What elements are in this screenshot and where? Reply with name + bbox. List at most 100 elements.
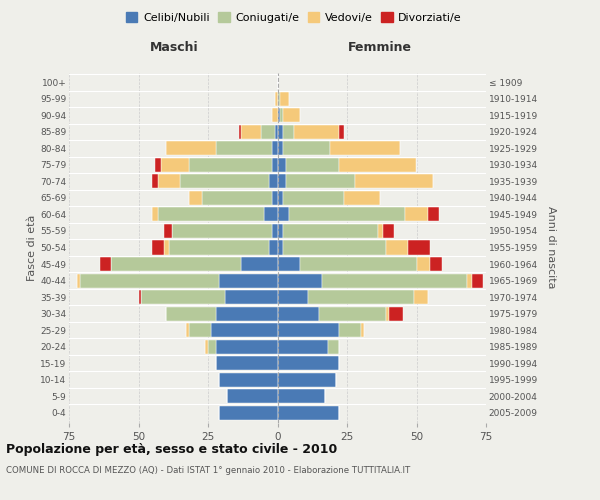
Bar — [277, 406, 338, 419]
Bar — [100, 257, 111, 271]
Bar — [261, 125, 275, 139]
Bar — [219, 406, 277, 419]
Bar — [277, 372, 336, 386]
Bar — [280, 108, 283, 122]
Bar — [283, 125, 294, 139]
Bar — [164, 240, 169, 254]
Bar — [338, 125, 344, 139]
Bar — [217, 340, 277, 353]
Bar — [283, 191, 344, 205]
Bar — [331, 142, 400, 156]
Bar — [294, 125, 338, 139]
Bar — [152, 174, 158, 188]
Bar — [263, 208, 277, 222]
Bar — [386, 306, 389, 320]
Bar — [277, 224, 283, 238]
Bar — [111, 257, 241, 271]
Bar — [328, 340, 338, 353]
Bar — [186, 323, 188, 337]
Bar — [408, 240, 430, 254]
Bar — [188, 323, 211, 337]
Bar — [286, 158, 338, 172]
Bar — [166, 306, 217, 320]
Bar — [277, 92, 280, 106]
Text: Maschi: Maschi — [151, 42, 199, 54]
Bar — [277, 257, 300, 271]
Bar — [277, 356, 338, 370]
Bar — [386, 240, 408, 254]
Bar — [277, 208, 289, 222]
Bar — [202, 191, 272, 205]
Bar — [161, 158, 188, 172]
Bar — [272, 191, 277, 205]
Bar — [344, 191, 380, 205]
Bar — [430, 257, 442, 271]
Bar — [338, 323, 361, 337]
Bar — [155, 158, 161, 172]
Bar — [241, 257, 277, 271]
Bar — [277, 174, 286, 188]
Y-axis label: Anni di nascita: Anni di nascita — [547, 206, 556, 288]
Bar — [272, 158, 277, 172]
Bar — [219, 274, 277, 287]
Bar — [277, 158, 286, 172]
Bar — [300, 257, 416, 271]
Text: Femmine: Femmine — [349, 42, 412, 54]
Bar — [275, 125, 277, 139]
Bar — [472, 274, 483, 287]
Bar — [416, 257, 430, 271]
Bar — [355, 174, 433, 188]
Bar — [152, 240, 164, 254]
Bar — [224, 290, 277, 304]
Bar — [277, 274, 322, 287]
Bar — [158, 208, 263, 222]
Bar — [277, 125, 283, 139]
Bar — [269, 240, 277, 254]
Text: Popolazione per età, sesso e stato civile - 2010: Popolazione per età, sesso e stato civil… — [6, 442, 337, 456]
Bar — [208, 340, 217, 353]
Bar — [217, 356, 277, 370]
Bar — [286, 174, 355, 188]
Bar — [319, 306, 386, 320]
Bar — [272, 142, 277, 156]
Bar — [211, 323, 277, 337]
Bar — [277, 389, 325, 403]
Bar — [139, 290, 141, 304]
Bar — [283, 108, 300, 122]
Bar — [275, 92, 277, 106]
Bar — [277, 323, 338, 337]
Bar — [322, 274, 467, 287]
Bar — [141, 290, 224, 304]
Bar — [428, 208, 439, 222]
Bar — [414, 290, 428, 304]
Bar — [277, 306, 319, 320]
Bar — [277, 191, 283, 205]
Bar — [389, 306, 403, 320]
Bar — [217, 306, 277, 320]
Bar — [80, 274, 219, 287]
Bar — [277, 108, 280, 122]
Bar — [158, 174, 180, 188]
Bar — [152, 208, 158, 222]
Bar — [277, 290, 308, 304]
Bar — [280, 92, 289, 106]
Bar — [169, 240, 269, 254]
Bar — [166, 142, 217, 156]
Bar — [272, 108, 277, 122]
Bar — [283, 240, 386, 254]
Bar — [308, 290, 414, 304]
Bar — [272, 224, 277, 238]
Text: COMUNE DI ROCCA DI MEZZO (AQ) - Dati ISTAT 1° gennaio 2010 - Elaborazione TUTTIT: COMUNE DI ROCCA DI MEZZO (AQ) - Dati IST… — [6, 466, 410, 475]
Bar — [467, 274, 472, 287]
Bar — [283, 224, 377, 238]
Y-axis label: Fasce di età: Fasce di età — [27, 214, 37, 280]
Bar — [172, 224, 272, 238]
Bar — [277, 340, 328, 353]
Bar — [277, 240, 283, 254]
Bar — [180, 174, 269, 188]
Bar — [227, 389, 277, 403]
Bar — [377, 224, 383, 238]
Bar — [77, 274, 80, 287]
Bar — [239, 125, 241, 139]
Bar — [188, 158, 272, 172]
